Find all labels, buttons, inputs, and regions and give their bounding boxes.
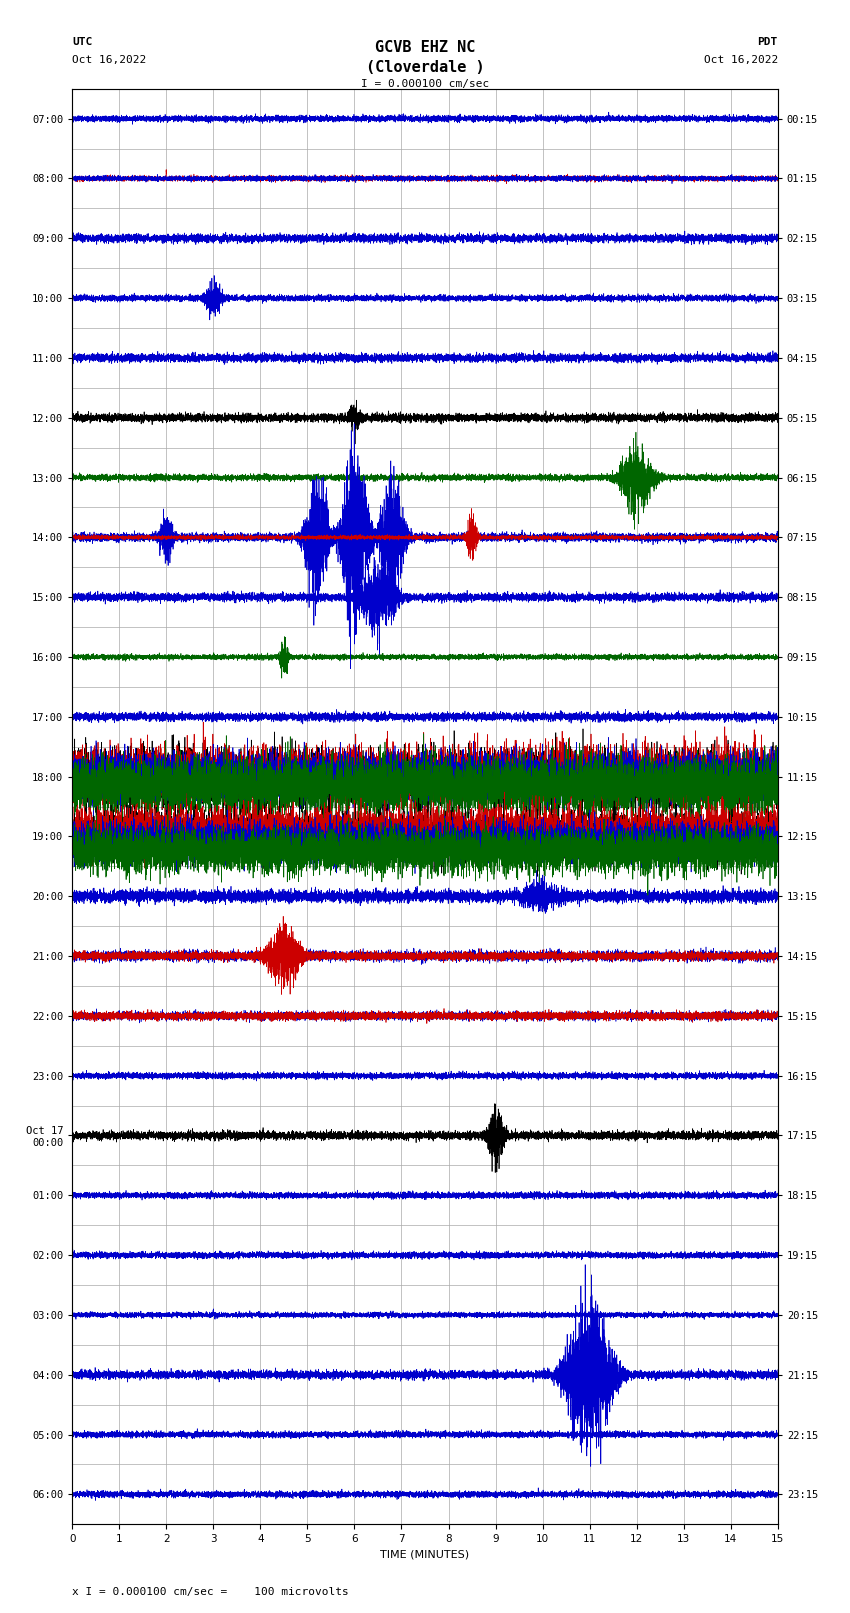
Text: UTC: UTC (72, 37, 93, 47)
Text: Oct 16,2022: Oct 16,2022 (704, 55, 778, 65)
Text: I = 0.000100 cm/sec: I = 0.000100 cm/sec (361, 79, 489, 89)
Text: PDT: PDT (757, 37, 778, 47)
Text: Oct 16,2022: Oct 16,2022 (72, 55, 146, 65)
Text: x I = 0.000100 cm/sec =    100 microvolts: x I = 0.000100 cm/sec = 100 microvolts (72, 1587, 349, 1597)
Text: GCVB EHZ NC: GCVB EHZ NC (375, 40, 475, 55)
Text: (Cloverdale ): (Cloverdale ) (366, 60, 484, 74)
X-axis label: TIME (MINUTES): TIME (MINUTES) (381, 1550, 469, 1560)
